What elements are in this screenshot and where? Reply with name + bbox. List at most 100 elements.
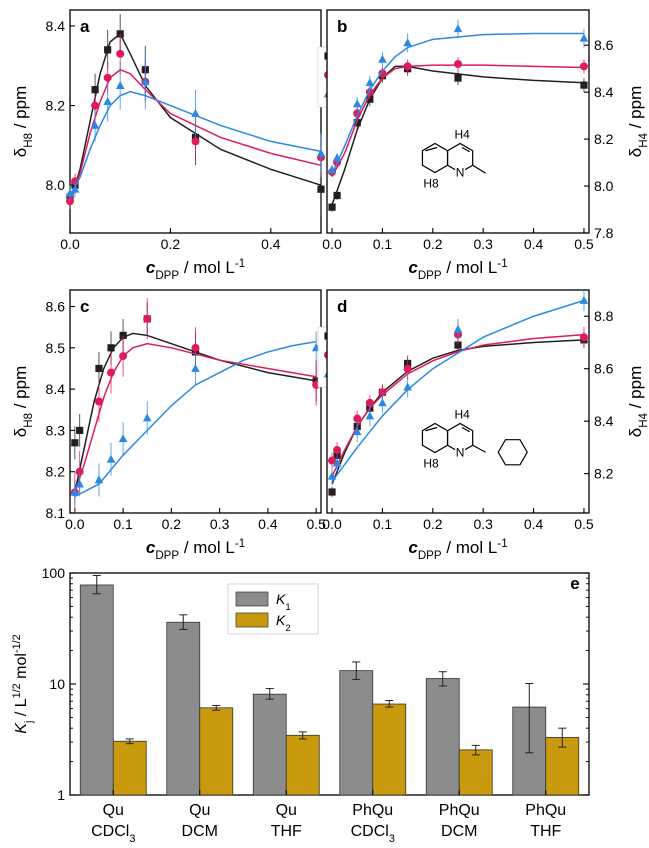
y-axis-label: Kj / L1/2 mol-1/2 (11, 634, 35, 733)
x-tick-label: 0.4 (524, 236, 544, 252)
data-point (191, 137, 200, 146)
data-point (454, 59, 462, 68)
data-point (94, 397, 103, 406)
data-point (453, 24, 463, 33)
category-label: CDCl3 (351, 823, 395, 845)
label-n: N (456, 166, 465, 180)
data-point (91, 101, 100, 110)
data-point (333, 446, 342, 455)
category-label: CDCl3 (91, 823, 135, 845)
data-point (328, 456, 337, 465)
legend-swatch (235, 591, 269, 607)
x-tick-label: 0.4 (524, 516, 544, 532)
y-tick-label: 8.2 (46, 98, 66, 114)
data-point (328, 203, 336, 211)
legend-label: K1 (276, 591, 291, 613)
data-point (453, 324, 463, 333)
x-tick-label: 0.4 (261, 236, 281, 252)
data-point (75, 479, 84, 488)
bar (458, 749, 493, 796)
y-tick-label: 8.6 (46, 299, 66, 315)
category-label: DCM (182, 823, 218, 840)
x-axis-label: cDPP / mol L-1 (408, 538, 507, 562)
x-tick-label: 0.1 (373, 236, 393, 252)
data-point (579, 33, 589, 42)
x-tick-label: 0.3 (473, 236, 493, 252)
n-mask (455, 444, 466, 457)
category-label: PhQu (525, 802, 566, 819)
data-point (378, 69, 387, 78)
label-h4: H4 (454, 128, 470, 142)
data-point (579, 295, 589, 304)
data-point (70, 487, 80, 496)
data-point (352, 99, 362, 108)
plot-frame (326, 9, 590, 234)
bar (199, 707, 234, 796)
y-tick-label: 7.8 (594, 225, 614, 241)
data-point (70, 184, 80, 193)
y-tick-label: 8.2 (594, 466, 614, 482)
plot-frame (69, 572, 590, 796)
y-tick-label: 8.4 (594, 84, 614, 100)
data-point (118, 434, 128, 443)
y-tick-label: 8.1 (46, 505, 66, 521)
fit-line (331, 32, 584, 175)
x-tick-label: 0.5 (574, 516, 594, 532)
fit-line (331, 64, 584, 178)
x-tick-label: 0.0 (65, 516, 85, 532)
data-point (328, 488, 336, 496)
y-tick-label: 8.5 (46, 340, 66, 356)
data-point (365, 411, 375, 420)
data-point (103, 96, 112, 105)
series-2 (70, 331, 321, 505)
x-axis-label: cDPP / mol L-1 (146, 258, 245, 282)
x-tick-label: 0.0 (322, 236, 342, 252)
series-2 (327, 290, 589, 485)
fit-line (331, 65, 584, 206)
y-tick-label: 8.2 (594, 131, 614, 147)
fit-line (74, 342, 317, 493)
data-point (365, 78, 375, 87)
y-tick-label: 8.4 (594, 413, 614, 429)
data-point (91, 86, 99, 94)
panel-e: 1 10 100 Kj / L1/2 mol-1/2 e Qu CDCl3 Qu DCM Qu TH… (11, 565, 590, 845)
panel-b: 0.0 0.1 0.2 0.3 0.4 0.57.8 8.0 8.2 8.4 8.6 cDPP / … (322, 9, 649, 282)
fit-line (69, 68, 322, 204)
y-tick-label: 8.8 (594, 308, 614, 324)
x-axis-label: cDPP / mol L-1 (408, 258, 507, 282)
data-point (103, 73, 112, 82)
methyl-bond (472, 164, 486, 174)
data-point (327, 165, 337, 174)
data-point (76, 426, 84, 435)
bar (372, 703, 407, 796)
data-point (317, 185, 325, 193)
data-point (353, 414, 362, 423)
y-tick-label: 8.0 (594, 178, 614, 194)
label-h8: H8 (423, 177, 439, 191)
double-bond (461, 426, 470, 433)
bar (252, 693, 287, 796)
x-tick-label: 0.5 (306, 516, 326, 532)
series-1 (328, 324, 588, 477)
x-tick-label: 0.4 (258, 516, 278, 532)
x-tick-label: 0.0 (322, 516, 342, 532)
x-tick-label: 0.1 (113, 516, 133, 532)
molecule-structure (421, 422, 528, 466)
x-tick-label: 0.2 (162, 516, 182, 532)
label-h8: H8 (423, 457, 439, 471)
double-bond (461, 146, 470, 153)
y-axis-label: δH8 / ppm (11, 366, 35, 437)
y-tick-label: 8.6 (594, 37, 614, 53)
y-tick-label: 1 (57, 787, 65, 803)
structure-labels: H4 H8 N (423, 408, 470, 471)
data-point (327, 471, 337, 480)
bar (339, 670, 374, 796)
y-axis-label: δH8 / ppm (11, 86, 35, 157)
data-point (191, 108, 200, 117)
panel-a: 0.0 0.2 0.4 8.0 8.2 8.4 cDPP / mol L-1 δH8 / pp… (11, 9, 397, 282)
data-point (106, 454, 116, 463)
plot-frame (69, 289, 322, 514)
x-tick-label: 0.3 (473, 516, 493, 532)
